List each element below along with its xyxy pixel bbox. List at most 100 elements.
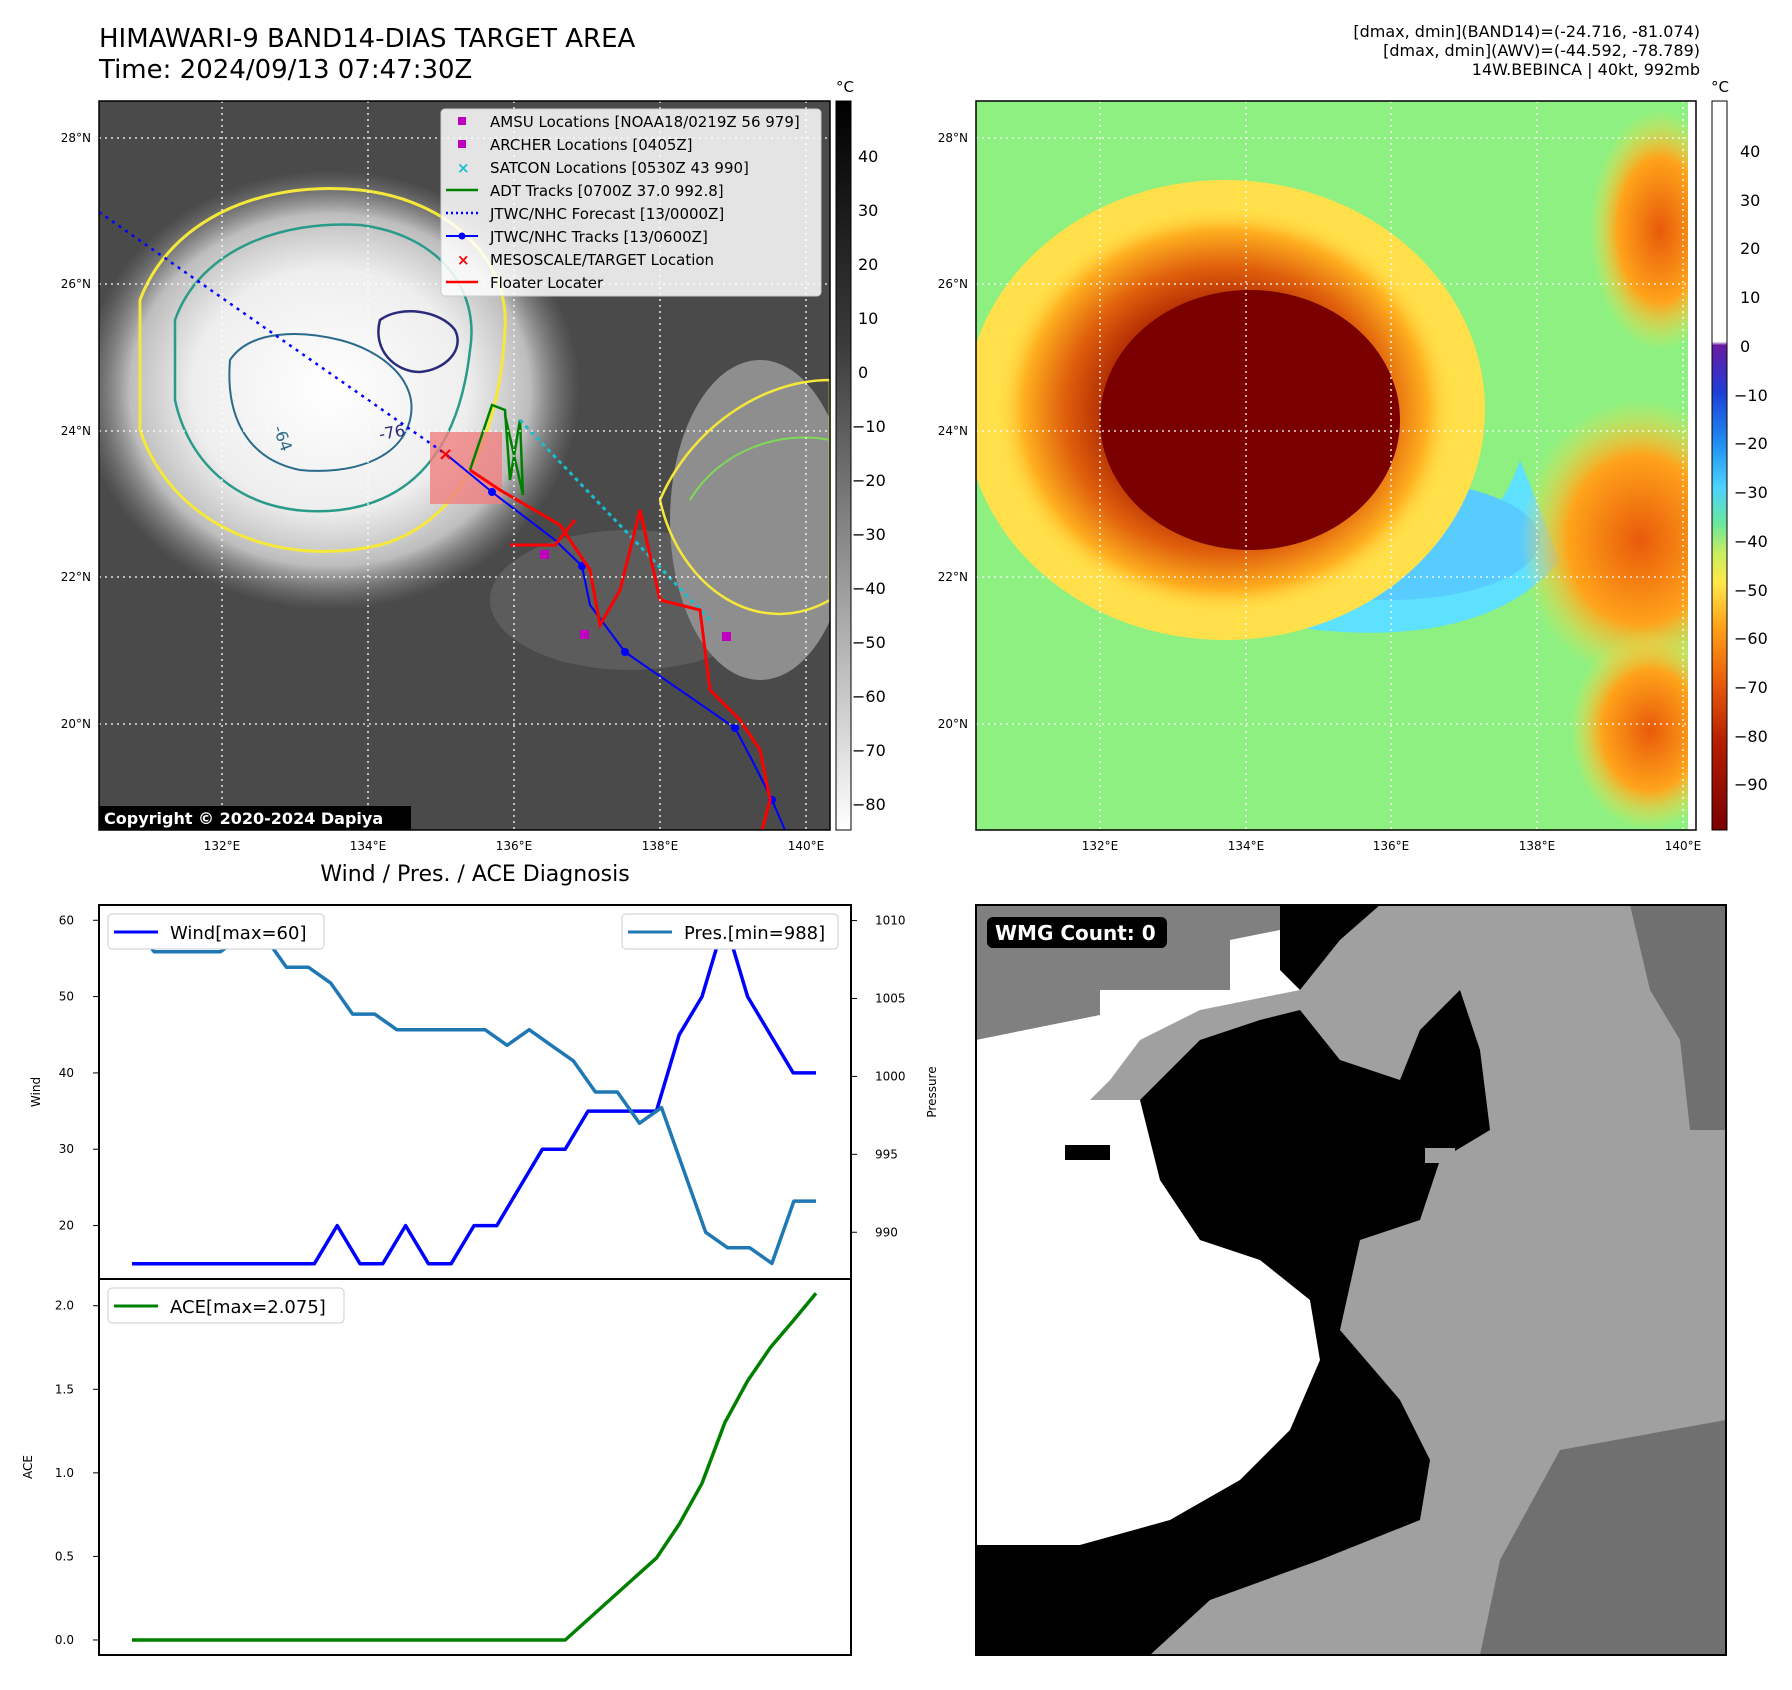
wind-tick-label: 40 [59,1066,74,1080]
colorbar-tick: −70 [852,741,886,760]
legend-marker-x: × [457,159,470,177]
wmg-count-label: WMG Count: 0 [995,921,1156,945]
wmg-black-north [1280,905,1380,990]
ir-map-frame [98,100,831,831]
lat-label: 20°N [61,717,91,731]
colorbar-tick: −10 [852,417,886,436]
adt-track-line [468,403,525,496]
lon-label: 132°E [1082,839,1119,853]
colorbar-tick: −10 [1734,386,1768,405]
lat-label: 22°N [938,570,968,584]
colorbar-tick: −20 [1734,434,1768,453]
ace-series-group [132,1292,818,1642]
colorbar-tick: −60 [1734,629,1768,648]
legend-wind-label: Wind[max=60] [170,923,307,944]
legend-pressure-label: Pres.[min=988] [684,923,825,944]
awv-east-dry [1520,400,1696,680]
colorbar-tick: −30 [852,525,886,544]
colorbar-tick: 0 [1740,337,1750,356]
legend-item-adt: ADT Tracks [0700Z 37.0 992.8] [446,182,724,200]
wind-axis-label: Wind [29,1077,43,1107]
storm-info: 14W.BEBINCA | 40kt, 992mb [1471,60,1700,80]
legend-item-floater: Floater Locater [446,274,604,292]
awv-lat-labels: 28°N 26°N 24°N 22°N 20°N [938,131,968,731]
legend-marker-dot [458,232,466,240]
wind-tick-label: 20 [59,1219,74,1233]
colorbar-tick: 20 [858,255,878,274]
legend-item-amsu: AMSU Locations [NOAA18/0219Z 56 979] [458,113,800,131]
lon-label: 138°E [642,839,679,853]
legend-label: AMSU Locations [NOAA18/0219Z 56 979] [490,113,800,131]
lon-label: 136°E [496,839,533,853]
jtwc-track-line [446,454,786,830]
colorbar-tick: 10 [1740,288,1760,307]
legend-label: MESOSCALE/TARGET Location [490,251,714,269]
lat-label: 28°N [938,131,968,145]
legend-label: JTWC/NHC Tracks [13/0600Z] [489,228,708,246]
legend-item-jtwc-forecast: JTWC/NHC Forecast [13/0000Z] [446,205,724,223]
awv-dark-core [1100,290,1400,550]
title-line-1: HIMAWARI-9 BAND14-DIAS TARGET AREA [99,24,636,54]
colorbar-tick: −90 [1734,775,1768,794]
colorbar-tick: −50 [852,633,886,652]
pressure-tick-label: 995 [875,1147,898,1161]
colorbar-tick: −80 [852,795,886,814]
pressure-tick-label: 1005 [875,992,906,1006]
ir-contour-east-green [689,436,830,501]
colorbar-tick: 40 [1740,142,1760,161]
ace-tick-label: 0.5 [55,1549,74,1563]
legend-item-mesoscale: × MESOSCALE/TARGET Location [457,251,714,269]
legend-marker-square [458,140,466,148]
jtwc-forecast-line [99,210,448,457]
colorbar-tick: −70 [1734,678,1768,697]
ace-legend: ACE[max=2.075] [107,1287,345,1324]
wmg-white-west [976,1100,1320,1545]
chart-title: Wind / Pres. / ACE Diagnosis [320,862,629,887]
wmg-gray-east [1630,905,1726,1130]
lat-label: 20°N [938,717,968,731]
ace-tick-label: 0.0 [55,1633,74,1647]
title-line-2: Time: 2024/09/13 07:47:30Z [99,55,473,86]
ir-contour-teal [173,223,473,513]
awv-colorbar-ticks: 40 30 20 10 0 −10 −20 −30 −40 −50 −60 −7… [1734,142,1768,794]
legend-label: ADT Tracks [0700Z 37.0 992.8] [490,182,724,200]
ace-plot-frame [98,1278,852,1656]
colorbar-tick: 30 [1740,191,1760,210]
wind-pressure-chart: Wind / Pres. / ACE Diagnosis Wind Pressu… [29,862,939,1280]
colorbar-tick: −60 [852,687,886,706]
awv-stats: [dmax, dmin](AWV)=(-44.592, -78.789) [1383,41,1700,61]
lat-label: 28°N [61,131,91,145]
lon-label: 140°E [1665,839,1702,853]
pressure-tick-label: 1000 [875,1069,906,1083]
awv-lon-labels: 132°E 134°E 136°E 138°E 140°E [1082,839,1702,853]
colorbar-tick: −50 [1734,581,1768,600]
pressure-tick-label: 990 [875,1225,898,1239]
pressure-legend: Pres.[min=988] [621,913,839,950]
colorbar-tick: 30 [858,201,878,220]
colorbar-tick: 10 [858,309,878,328]
wmg-black-fragment [1065,1145,1110,1160]
lat-label: 24°N [938,424,968,438]
ir-contour-east [658,378,830,616]
ir-contour-yellow [138,187,507,553]
ace-tick-label: 1.0 [55,1466,74,1480]
legend-label: Floater Locater [490,274,604,292]
mesoscale-target-marker: × [438,444,453,465]
awv-map-panel: 28°N 26°N 24°N 22°N 20°N 132°E 134°E 136… [938,78,1768,853]
lat-label: 24°N [61,424,91,438]
legend-ace-label: ACE[max=2.075] [170,1297,326,1318]
legend-label: ARCHER Locations [0405Z] [490,136,693,154]
wind-tick-label: 60 [59,913,74,927]
awv-colorbar [1711,100,1728,831]
lon-label: 134°E [1228,839,1265,853]
ir-east-cloud [670,360,830,680]
copyright-badge [99,806,411,830]
awv-south [976,380,1696,830]
awv-edge [1688,101,1696,830]
ir-legend: AMSU Locations [NOAA18/0219Z 56 979] ARC… [440,108,822,297]
awv-gridlines [976,101,1696,830]
legend-item-satcon: × SATCON Locations [0530Z 43 990] [457,159,749,177]
colorbar-tick: 40 [858,147,878,166]
lon-label: 140°E [788,839,825,853]
